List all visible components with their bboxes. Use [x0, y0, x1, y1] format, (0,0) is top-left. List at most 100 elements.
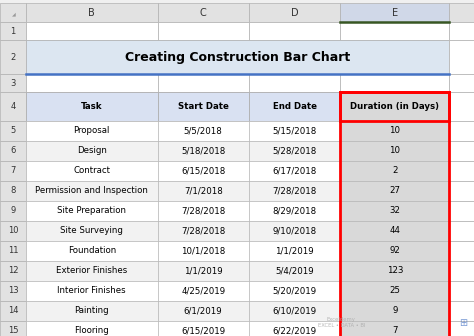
Bar [449, 92, 474, 121]
Text: 15: 15 [8, 326, 18, 335]
Bar [26, 281, 157, 301]
Text: 7: 7 [10, 166, 16, 175]
Text: 6/1/2019: 6/1/2019 [184, 306, 222, 316]
Bar [26, 141, 157, 161]
Text: 27: 27 [389, 186, 400, 196]
Bar [26, 3, 157, 22]
Bar [449, 241, 474, 261]
Bar [249, 92, 340, 121]
Bar [449, 121, 474, 141]
Bar [340, 22, 449, 40]
Bar [340, 261, 449, 281]
Text: 6/15/2019: 6/15/2019 [181, 326, 225, 335]
Text: 32: 32 [389, 206, 400, 215]
Bar [340, 3, 449, 22]
Bar [249, 261, 340, 281]
Text: 6/17/2018: 6/17/2018 [273, 166, 317, 175]
Bar [249, 161, 340, 181]
Bar [0, 40, 26, 74]
Bar [449, 40, 474, 74]
Text: 3: 3 [10, 79, 16, 88]
Bar [449, 221, 474, 241]
Bar [340, 181, 449, 201]
Text: Creating Construction Bar Chart: Creating Construction Bar Chart [125, 51, 350, 64]
Bar [249, 121, 340, 141]
Bar [0, 221, 26, 241]
Text: 8: 8 [10, 186, 16, 196]
Bar [0, 241, 26, 261]
Text: 5/18/2018: 5/18/2018 [181, 146, 225, 156]
Bar [0, 161, 26, 181]
Bar [340, 301, 449, 321]
Text: 9: 9 [392, 306, 398, 316]
Text: 6/10/2019: 6/10/2019 [273, 306, 317, 316]
Bar [26, 221, 157, 241]
Bar [157, 281, 249, 301]
Bar [340, 321, 449, 336]
Text: 2: 2 [392, 166, 398, 175]
Text: 7/28/2018: 7/28/2018 [273, 186, 317, 196]
Bar [249, 321, 340, 336]
Text: 7/1/2018: 7/1/2018 [184, 186, 223, 196]
Text: 8/29/2018: 8/29/2018 [273, 206, 317, 215]
Bar [157, 3, 249, 22]
Text: 5/4/2019: 5/4/2019 [275, 266, 314, 276]
Bar [26, 241, 157, 261]
Bar [0, 141, 26, 161]
Bar [157, 301, 249, 321]
Text: Design: Design [77, 146, 107, 156]
Text: Site Preparation: Site Preparation [57, 206, 126, 215]
Bar [449, 201, 474, 221]
Text: ◢: ◢ [12, 12, 16, 17]
Bar [26, 40, 449, 74]
Bar [0, 281, 26, 301]
Bar [340, 241, 449, 261]
Bar [26, 22, 157, 40]
Text: Permission and Inspection: Permission and Inspection [36, 186, 148, 196]
Bar [249, 3, 340, 22]
Text: 5/28/2018: 5/28/2018 [273, 146, 317, 156]
Text: 5/15/2018: 5/15/2018 [273, 126, 317, 135]
Bar [26, 121, 157, 141]
Text: 5/20/2019: 5/20/2019 [273, 286, 317, 295]
Bar [157, 161, 249, 181]
Text: 13: 13 [8, 286, 18, 295]
Bar [26, 301, 157, 321]
Bar [0, 121, 26, 141]
Text: Flooring: Flooring [74, 326, 109, 335]
Bar [340, 161, 449, 181]
Text: End Date: End Date [273, 102, 317, 111]
Bar [340, 92, 449, 121]
Text: 44: 44 [389, 226, 400, 236]
Bar [26, 321, 157, 336]
Text: 7/28/2018: 7/28/2018 [181, 226, 225, 236]
Text: 10/1/2018: 10/1/2018 [181, 246, 225, 255]
Text: 12: 12 [8, 266, 18, 276]
Text: 9: 9 [10, 206, 16, 215]
Bar [157, 22, 249, 40]
Text: Site Surveying: Site Surveying [60, 226, 123, 236]
Bar [249, 74, 340, 92]
Text: 25: 25 [389, 286, 400, 295]
Bar [340, 74, 449, 92]
Bar [26, 181, 157, 201]
Bar [0, 181, 26, 201]
Text: B: B [89, 8, 95, 17]
Bar [249, 141, 340, 161]
Bar [340, 92, 449, 121]
Bar [157, 141, 249, 161]
Text: 5/5/2018: 5/5/2018 [184, 126, 223, 135]
Bar [0, 201, 26, 221]
Text: 1/1/2019: 1/1/2019 [275, 246, 314, 255]
Bar [449, 3, 474, 22]
Bar [249, 201, 340, 221]
Text: Start Date: Start Date [178, 102, 228, 111]
Bar [249, 221, 340, 241]
Bar [249, 181, 340, 201]
Bar [340, 141, 449, 161]
Bar [340, 121, 449, 141]
Text: 92: 92 [389, 246, 400, 255]
Bar [157, 321, 249, 336]
Bar [157, 241, 249, 261]
Text: Duration (in Days): Duration (in Days) [350, 102, 439, 111]
